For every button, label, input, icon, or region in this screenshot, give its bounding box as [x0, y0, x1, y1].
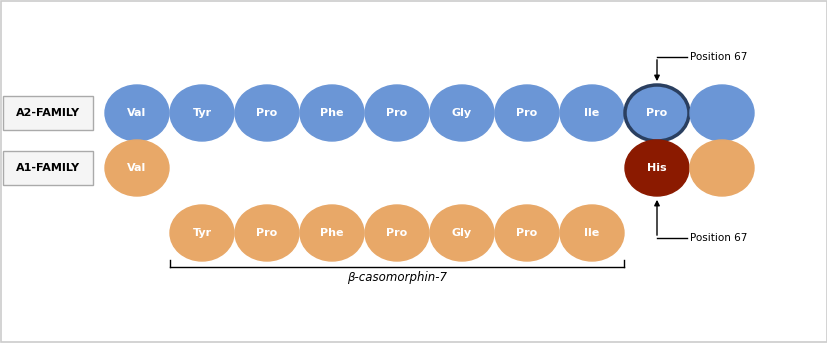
Text: A1-FAMILY: A1-FAMILY: [16, 163, 80, 173]
Ellipse shape: [559, 85, 624, 141]
Text: Pro: Pro: [256, 228, 277, 238]
Ellipse shape: [299, 205, 364, 261]
FancyBboxPatch shape: [3, 151, 93, 185]
Ellipse shape: [689, 140, 753, 196]
Ellipse shape: [299, 85, 364, 141]
Text: Phe: Phe: [320, 228, 343, 238]
Ellipse shape: [170, 85, 234, 141]
Ellipse shape: [170, 205, 234, 261]
Text: Pro: Pro: [386, 228, 407, 238]
Text: Position 67: Position 67: [689, 233, 747, 243]
Text: Pro: Pro: [516, 228, 537, 238]
Text: A2-FAMILY: A2-FAMILY: [16, 108, 80, 118]
Ellipse shape: [495, 205, 558, 261]
Ellipse shape: [559, 205, 624, 261]
Ellipse shape: [689, 85, 753, 141]
Ellipse shape: [365, 205, 428, 261]
Ellipse shape: [624, 140, 688, 196]
FancyBboxPatch shape: [3, 96, 93, 130]
Text: Gly: Gly: [452, 228, 471, 238]
Ellipse shape: [105, 85, 169, 141]
Ellipse shape: [495, 85, 558, 141]
Text: Val: Val: [127, 163, 146, 173]
Text: β-casomorphin-7: β-casomorphin-7: [347, 271, 447, 284]
Text: Pro: Pro: [646, 108, 667, 118]
Ellipse shape: [429, 205, 494, 261]
Ellipse shape: [624, 85, 688, 141]
Text: Tyr: Tyr: [192, 108, 212, 118]
Ellipse shape: [105, 140, 169, 196]
Ellipse shape: [365, 85, 428, 141]
Text: Pro: Pro: [516, 108, 537, 118]
Text: Tyr: Tyr: [192, 228, 212, 238]
Text: Val: Val: [127, 108, 146, 118]
Text: Pro: Pro: [256, 108, 277, 118]
Text: His: His: [647, 163, 666, 173]
Ellipse shape: [235, 205, 299, 261]
Text: Gly: Gly: [452, 108, 471, 118]
Ellipse shape: [429, 85, 494, 141]
Text: Ile: Ile: [584, 108, 599, 118]
Text: Phe: Phe: [320, 108, 343, 118]
Text: Pro: Pro: [386, 108, 407, 118]
Text: Position 67: Position 67: [689, 52, 747, 62]
Ellipse shape: [235, 85, 299, 141]
Text: Ile: Ile: [584, 228, 599, 238]
